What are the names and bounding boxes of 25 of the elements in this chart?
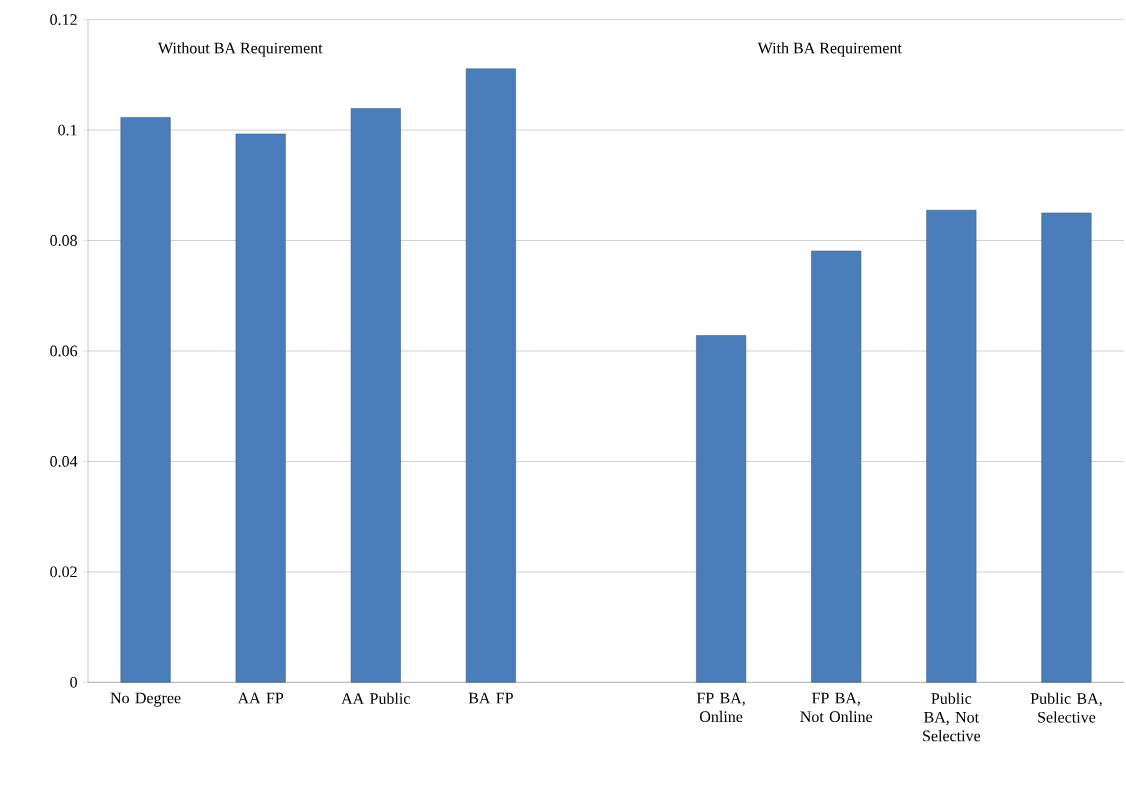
annotation: With BA Requirement bbox=[757, 42, 902, 57]
bar bbox=[696, 335, 747, 683]
x-tick-label: AA FP bbox=[237, 692, 284, 704]
bar bbox=[1041, 212, 1092, 683]
bar bbox=[235, 133, 286, 683]
y-tick-label: 0.02 bbox=[50, 566, 77, 578]
x-tick-label: BA FP bbox=[468, 692, 513, 704]
y-tick-label: 0.06 bbox=[50, 345, 78, 357]
bar bbox=[120, 117, 171, 683]
bar bbox=[465, 68, 516, 683]
bar bbox=[811, 250, 862, 683]
bar bbox=[350, 108, 401, 683]
y-tick-label: 0 bbox=[70, 676, 77, 688]
y-tick-label: 0.12 bbox=[50, 14, 77, 26]
x-tick-label: Public BA, Not Selective bbox=[923, 692, 981, 742]
annotation: Without BA Requirement bbox=[157, 42, 323, 57]
x-tick-label: FP BA, Online bbox=[696, 692, 745, 723]
y-tick-label: 0.1 bbox=[58, 124, 77, 136]
x-tick-label: No Degree bbox=[110, 692, 181, 707]
x-tick-label: AA Public bbox=[341, 692, 410, 704]
x-tick-label: FP BA, Not Online bbox=[800, 692, 873, 723]
bar bbox=[926, 209, 977, 683]
x-tick-label: Public BA, Selective bbox=[1030, 692, 1102, 723]
y-tick-label: 0.08 bbox=[50, 235, 77, 246]
y-tick-label: 0.04 bbox=[50, 456, 78, 467]
